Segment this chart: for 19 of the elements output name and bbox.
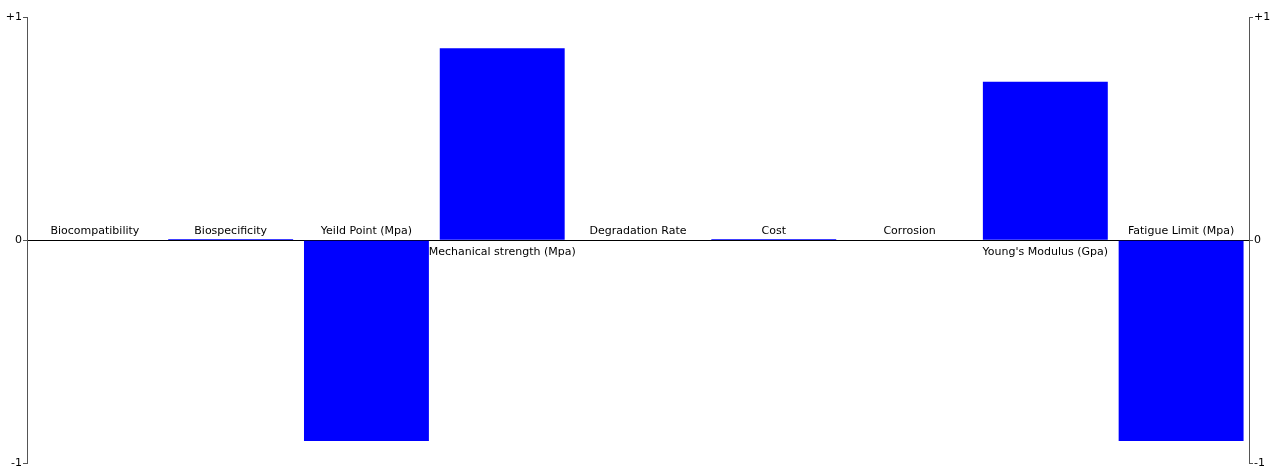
y2-tick-label: 0 [1254,233,1261,247]
x-tick-label: Cost [761,223,787,237]
bar [303,240,429,442]
x-tick-label: Mechanical strength (Mpa) [428,244,576,258]
bar [1118,240,1244,442]
y-tick-label: -1 [11,456,22,470]
bar [982,81,1108,240]
y-tick-label: 0 [15,233,22,247]
x-tick-label: Degradation Rate [589,223,687,237]
x-tick-label: Fatigue Limit (Mpa) [1128,223,1235,237]
y2-tick-label: -1 [1254,456,1265,470]
x-tick-label: Yeild Point (Mpa) [319,223,413,237]
x-tick-label: Corrosion [883,223,936,237]
y2-tick-label: +1 [1254,9,1271,23]
x-tick-label: Biospecificity [194,223,268,237]
x-tick-label: Young's Modulus (Gpa) [981,244,1109,258]
x-tick-label: Biocompatibility [50,223,140,237]
bar [439,48,565,240]
y-tick-label: +1 [5,9,22,23]
